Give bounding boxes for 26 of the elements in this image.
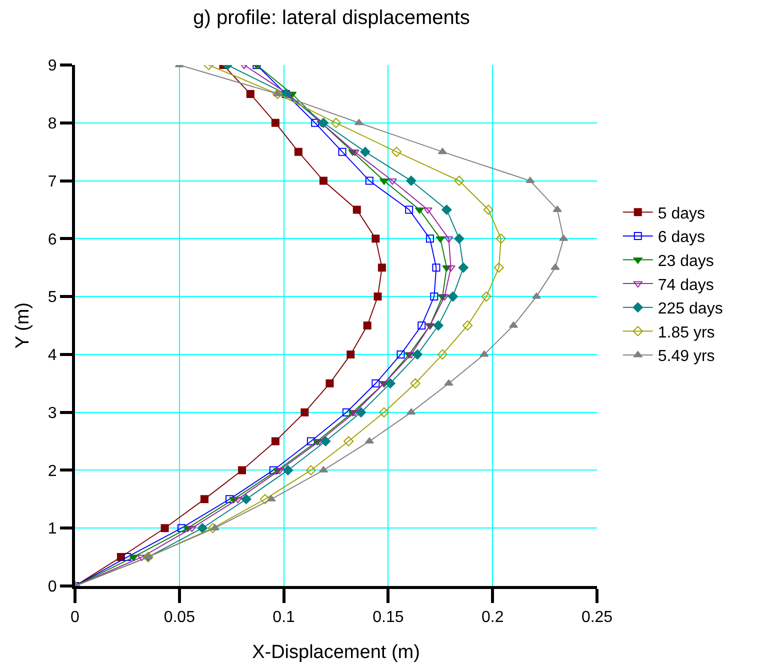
y-tick-label: 0 (48, 578, 57, 596)
y-tick-label: 3 (48, 404, 57, 422)
y-tick-label: 6 (48, 231, 57, 248)
x-tick-label: 0.2 (481, 609, 504, 626)
y-tick-label: 1 (48, 520, 57, 538)
x-axis-title: X-Displacement (m) (252, 642, 420, 663)
y-axis-title: Y (m) (12, 302, 34, 349)
chart-title: g) profile: lateral displacements (193, 7, 470, 30)
x-tick-label: 0.05 (164, 609, 196, 626)
legend-label: 6 days (658, 229, 706, 246)
x-tick-label: 0 (70, 609, 80, 626)
y-tick-label: 8 (48, 115, 57, 132)
y-tick-label: 7 (48, 173, 57, 190)
legend-label: 5.49 yrs (658, 348, 715, 366)
legend-label: 5 days (658, 205, 706, 222)
y-tick-label: 4 (48, 347, 57, 364)
y-tick-label: 5 (48, 289, 57, 306)
x-tick-label: 0.1 (272, 609, 296, 626)
x-tick-label: 0.25 (581, 609, 613, 626)
legend-label: 1.85 yrs (658, 324, 715, 342)
legend-label: 225 days (658, 300, 723, 318)
legend-label: 23 days (658, 252, 714, 270)
y-tick-label: 2 (48, 462, 57, 480)
x-tick-label: 0.15 (372, 609, 404, 626)
y-tick-label: 9 (48, 58, 57, 75)
legend-label: 74 days (658, 276, 714, 294)
